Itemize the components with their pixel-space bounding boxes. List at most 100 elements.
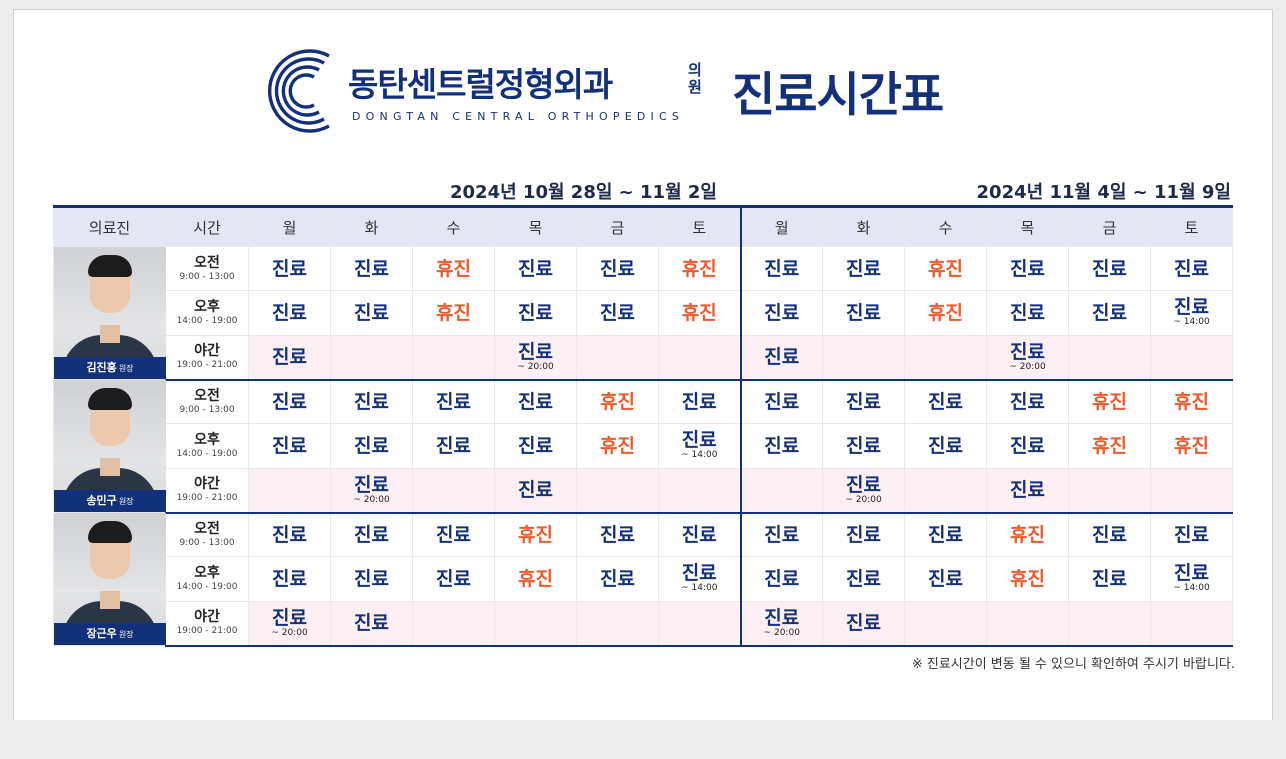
schedule-cell (822, 334, 905, 381)
status-open: 진료 (928, 567, 963, 590)
status-open: 진료 (846, 434, 881, 457)
status-closed: 휴진 (928, 257, 963, 280)
schedule-cell: 진료 (739, 556, 823, 602)
doctor-role: 원장 (118, 630, 134, 639)
schedule-cell (658, 334, 741, 381)
schedule-cell: 휴진 (494, 556, 577, 602)
status-open: 진료 (1174, 523, 1209, 546)
schedule-cell: 진료 (822, 600, 905, 647)
doctor-name-tag: 김진홍 원장 (54, 357, 166, 379)
status-open: 진료 (681, 390, 717, 413)
schedule-cell: 진료 (739, 245, 823, 292)
status-open: 진료 (928, 434, 963, 457)
status-open: 진료 (681, 429, 717, 452)
time-slot-label: 오전 (194, 387, 220, 404)
status-open: 진료 (764, 606, 800, 629)
status-closed: 휴진 (600, 390, 635, 413)
status-open: 진료 (764, 346, 800, 369)
schedule-cell: 진료 (412, 378, 495, 425)
status-closed: 휴진 (1092, 390, 1127, 413)
schedule-cell: 진료 (986, 290, 1069, 336)
status-open: 진료 (272, 257, 307, 280)
status-open: 진료 (1174, 296, 1209, 319)
header-doctor: 의료진 (53, 205, 166, 247)
time-slot-cell: 오전 9:00 - 13:00 (165, 511, 249, 558)
schedule-cell: 진료 (330, 378, 413, 425)
status-open: 진료 (764, 390, 800, 413)
status-open: 진료 (846, 390, 881, 413)
status-open: 진료 (354, 301, 389, 324)
schedule-cell: 진료 (330, 245, 413, 292)
schedule-cell: 진료 (986, 467, 1069, 514)
schedule-cell: 진료 (576, 511, 659, 558)
schedule-cell: 진료 (822, 556, 905, 602)
status-open: 진료 (354, 257, 389, 280)
photo-hair (88, 255, 132, 277)
time-slot-hours: 9:00 - 13:00 (179, 404, 235, 415)
status-open: 진료 (518, 434, 553, 457)
status-open: 진료 (436, 390, 471, 413)
time-slot-cell: 오후 14:00 - 19:00 (165, 423, 249, 469)
schedule-cell (986, 600, 1069, 647)
schedule-cell: 진료 (494, 245, 577, 292)
status-closed: 휴진 (681, 257, 717, 280)
clinic-name: 동탄센트럴정형외과 (348, 65, 613, 104)
time-slot-label: 오후 (194, 564, 220, 581)
status-open: 진료 (1092, 257, 1127, 280)
schedule-cell: 진료 ~ 20:00 (494, 334, 577, 381)
schedule-cell: 휴진 (904, 245, 987, 292)
period-week-2: 2024년 11월 4일 ~ 11월 9일 (976, 182, 1231, 203)
status-open: 진료 (518, 257, 553, 280)
schedule-cell: 진료 ~ 20:00 (739, 600, 823, 647)
status-open: 진료 (354, 434, 389, 457)
status-open: 진료 (518, 479, 553, 502)
schedule-cell: 진료 (248, 423, 331, 469)
schedule-cell (739, 467, 823, 514)
schedule-cell: 진료 (576, 556, 659, 602)
status-open: 진료 (846, 473, 881, 496)
schedule-cell: 휴진 (1150, 378, 1233, 425)
time-slot-label: 야간 (194, 609, 220, 626)
schedule-cell: 진료 (248, 334, 331, 381)
photo-neck (100, 591, 120, 609)
schedule-cell: 진료 (330, 423, 413, 469)
status-open: 진료 (846, 567, 881, 590)
photo-neck (100, 458, 120, 476)
clinic-name-suffix: 의원 (688, 61, 702, 96)
schedule-cell (658, 467, 741, 514)
schedule-cell (904, 467, 987, 514)
schedule-row: 야간 19:00 - 21:00 진료 진료 ~ 20:00 진료 진료 ~ 20:00 (54, 334, 1233, 381)
doctor-name: 김진홍 (86, 361, 117, 374)
end-time-note: ~ 14:00 (681, 450, 718, 461)
schedule-cell: 진료 (904, 511, 987, 558)
footnote: ※ 진료시간이 변동 될 수 있으니 확인하여 주시기 바랍니다. (911, 657, 1235, 672)
schedule-cell (494, 600, 577, 647)
bottom-band (13, 720, 1273, 743)
end-time-note: ~ 20:00 (271, 627, 308, 638)
logo-icon (267, 49, 330, 133)
header-day: 화 (822, 205, 905, 247)
schedule-cell: 진료 ~ 14:00 (1150, 290, 1233, 336)
end-time-note: ~ 14:00 (1173, 583, 1210, 594)
header-day: 월 (248, 205, 331, 247)
time-slot-hours: 19:00 - 21:00 (176, 493, 238, 504)
status-open: 진료 (518, 390, 553, 413)
schedule-cell: 진료 (822, 245, 905, 292)
schedule-cell: 진료 (1068, 556, 1151, 602)
status-open: 진료 (272, 301, 307, 324)
schedule-cell: 진료 (739, 423, 823, 469)
schedule-cell: 진료 (739, 334, 823, 381)
status-closed: 휴진 (681, 301, 717, 324)
schedule-cell (330, 334, 413, 381)
status-open: 진료 (272, 346, 307, 369)
schedule-cell: 휴진 (986, 556, 1069, 602)
period-week-1: 2024년 10월 28일 ~ 11월 2일 (450, 182, 717, 203)
schedule-cell: 휴진 (1150, 423, 1233, 469)
time-slot-hours: 19:00 - 21:00 (176, 626, 238, 637)
doctor-name: 송민구 (86, 494, 117, 507)
schedule-cell (1068, 600, 1151, 647)
status-open: 진료 (354, 473, 389, 496)
schedule-cell (1068, 334, 1151, 381)
schedule-cell: 진료 (330, 600, 413, 647)
schedule-cell: 진료 ~ 14:00 (658, 556, 741, 602)
